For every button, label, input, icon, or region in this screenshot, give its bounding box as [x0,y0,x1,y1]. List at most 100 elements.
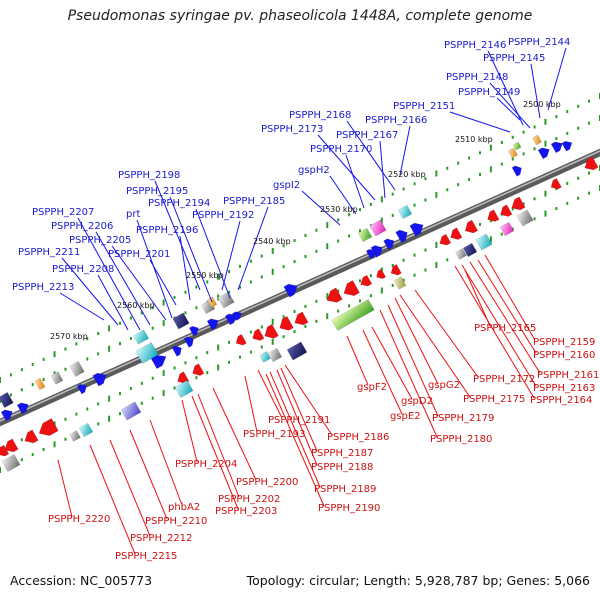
feature-block [455,248,467,260]
kbp-tick [337,218,340,222]
reverse-gene-arrow [235,334,247,346]
kbp-tick [31,453,34,457]
kbp-tick [97,332,100,336]
feature-block [78,422,94,438]
forward-gene-label: PSPPH_2167 [336,130,398,141]
reverse-gene-label: PSPPH_2159 [533,337,595,348]
kbp-label: 2500 kbp [523,100,561,109]
kbp-tick [479,222,481,226]
reverse-gene-label: PSPPH_2180 [430,434,492,445]
reverse-gene-arrow [584,156,599,171]
reverse-gene-arrow [376,268,387,279]
feature-block [34,377,46,391]
kbp-tick [522,202,525,206]
reverse-gene-label: PSPPH_2160 [533,350,595,361]
forward-gene-label: PSPPH_2194 [148,198,210,209]
leader-line [111,245,167,321]
forward-gene-arrow [232,311,242,321]
leader-line [149,259,177,306]
kbp-tick [348,234,351,238]
kbp-tick [260,275,263,279]
kbp-tick [206,371,209,375]
kbp-tick [195,285,198,289]
leader-line [179,235,191,301]
forward-gene-label: PSPPH_2207 [32,207,94,218]
kbp-tick [555,115,558,119]
kbp-tick [119,321,121,325]
kbp-tick [195,376,198,380]
feature-block [69,430,81,442]
reverse-gene-arrow [464,219,479,234]
kbp-tick [337,309,340,313]
kbp-tick [195,306,198,310]
forward-gene-arrow [395,229,408,244]
leader-line [496,97,521,121]
kbp-tick [326,293,329,300]
kbp-tick [86,357,89,361]
reverse-gene-arrow [390,264,402,276]
kbp-tick [108,345,111,352]
kbp-label: 2530 kbp [320,205,358,214]
kbp-tick [206,351,209,355]
leader-line [149,419,183,506]
kbp-tick [555,137,558,141]
kbp-tick [228,340,231,344]
kbp-tick [97,352,100,356]
feature-block [512,141,522,151]
kbp-tick [588,99,591,103]
feature-block [172,312,190,330]
kbp-tick [162,299,165,306]
reverse-gene-label: phbA2 [168,502,200,513]
forward-gene-arrow [550,141,563,154]
forward-gene-arrow [224,313,237,326]
feature-block [499,221,515,237]
kbp-tick [31,383,34,387]
kbp-tick [424,177,427,181]
kbp-tick [544,210,547,217]
forward-gene-label: PSPPH_2198 [118,170,180,181]
kbp-tick [555,207,558,211]
kbp-tick [271,268,274,275]
reverse-gene-arrow [279,316,294,331]
kbp-tick [380,287,383,294]
kbp-tick [446,188,449,192]
leader-line [89,444,136,555]
feature-block [397,204,413,220]
forward-gene-label: PSPPH_2208 [52,264,114,275]
forward-gene-label: PSPPH_2168 [289,110,351,121]
leader-line [454,265,535,399]
kbp-tick [511,135,514,139]
feature-block [69,360,85,378]
reverse-gene-arrow [550,178,562,190]
leader-line [329,175,357,215]
forward-gene-label: gspI2 [273,180,300,191]
leader-line [284,364,333,436]
reverse-gene-label: PSPPH_2186 [327,432,389,443]
feature-block [516,209,534,227]
kbp-tick [249,280,252,284]
kbp-tick [0,377,1,383]
forward-gene-arrow [206,318,219,331]
kbp-tick [588,171,591,175]
kbp-tick [228,290,231,294]
leader-line [257,369,283,419]
kbp-tick [304,254,307,258]
leader-line [181,399,198,463]
forward-gene-arrow [365,249,376,260]
kbp-tick [31,363,34,367]
kbp-tick [9,393,12,397]
kbp-tick [566,131,569,135]
kbp-tick [42,447,45,451]
kbp-tick [369,294,372,298]
reverse-gene-arrow [450,227,463,240]
kbp-label: 2510 kbp [455,135,493,144]
leader-line [487,50,524,126]
kbp-tick [544,118,547,125]
feature-block [259,351,271,363]
leader-line [136,219,173,319]
kbp-tick [435,241,438,248]
kbp-tick [402,187,405,191]
kbp-tick [108,325,111,332]
leader-line [387,304,439,417]
leader-line [449,111,511,133]
